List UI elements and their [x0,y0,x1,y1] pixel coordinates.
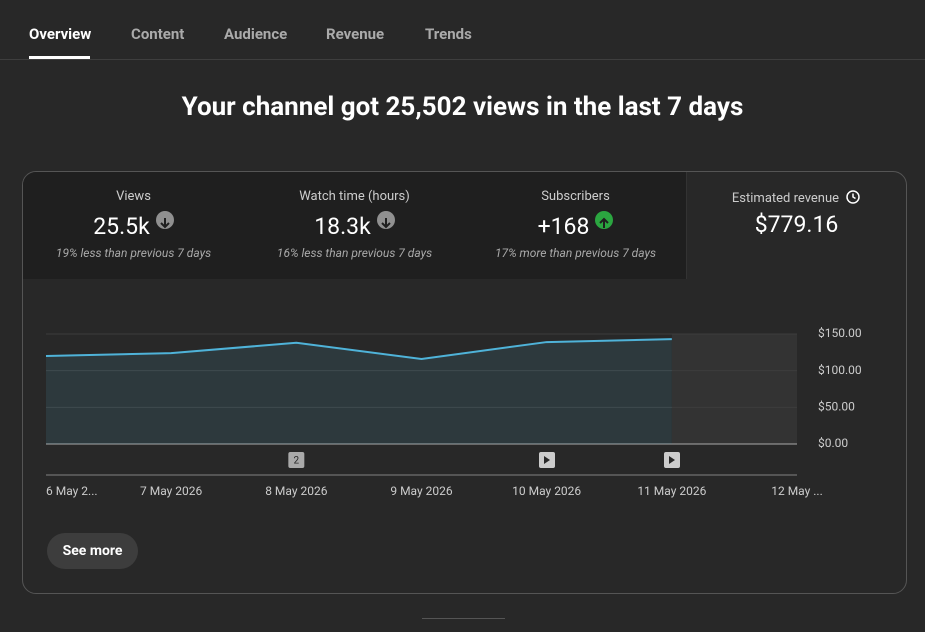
metric-title-row: Estimated revenue [686,189,906,206]
metric-tile[interactable]: Watch time (hours) 18.3k 16% less than p… [244,172,466,279]
divider [0,59,925,60]
metric-change: 16% less than previous 7 days [276,246,433,260]
metric-title: Views [116,189,151,204]
metric-title: Subscribers [541,189,610,204]
metric-change: 17% more than previous 7 days [494,246,657,260]
headline: Your channel got 25,502 views in the las… [181,92,744,122]
metric-value-row: 18.3k [244,211,465,240]
metric-title: Estimated revenue [731,191,840,206]
see-more-button[interactable]: See more [47,533,138,569]
metric-title: Watch time (hours) [299,189,410,204]
metric-tile[interactable]: Views 25.5k 19% less than previous 7 day… [23,172,245,279]
metric-value: 18.3k [314,213,371,240]
tab[interactable]: Content [131,25,185,43]
card: Views 25.5k 19% less than previous 7 day… [22,171,907,594]
clock-icon [846,190,860,204]
tab[interactable]: Trends [425,25,472,43]
metric-value-row: +168 [465,211,686,240]
metric-change: 19% less than previous 7 days [55,246,212,260]
metric-value: +168 [537,213,590,240]
metric-tile[interactable]: Estimated revenue $779.16 [686,172,906,279]
up-icon [595,211,614,229]
tab[interactable]: Revenue [326,25,385,43]
tab[interactable]: Audience [224,25,288,43]
metric-tile[interactable]: Subscribers +168 17% more than previous … [465,172,687,279]
down-icon [376,211,395,229]
down-icon [155,211,174,229]
metric-value-row: 25.5k [23,211,244,240]
metric-value: $779.16 [754,211,839,238]
tab[interactable]: Overview [29,25,92,43]
scroll-indicator [422,618,505,619]
tab-indicator [29,56,90,59]
metric-value: 25.5k [93,213,150,240]
